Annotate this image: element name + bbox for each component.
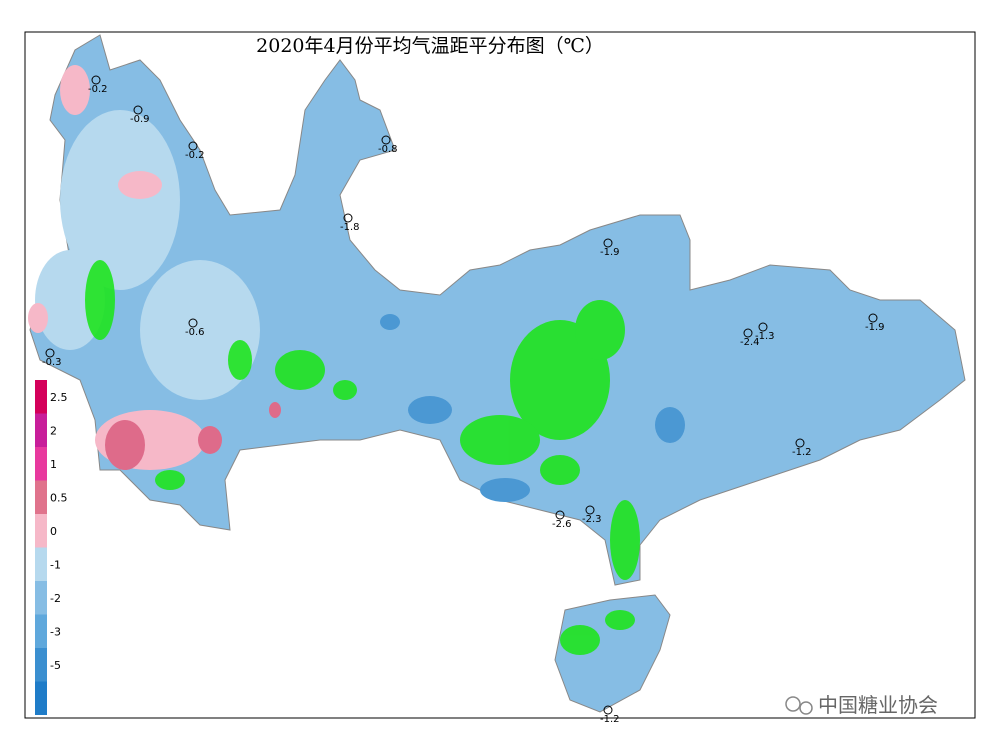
station-marker bbox=[91, 75, 101, 85]
mainland-region bbox=[29, 34, 966, 586]
legend-swatch bbox=[35, 614, 47, 648]
station-value: -1.9 bbox=[865, 322, 885, 333]
legend-label: -3 bbox=[50, 625, 61, 638]
station-marker bbox=[743, 328, 753, 338]
station-value: -0.9 bbox=[130, 114, 150, 125]
station-marker bbox=[188, 141, 198, 151]
station-value: -1.2 bbox=[600, 714, 620, 725]
legend-label: 0 bbox=[50, 525, 57, 538]
legend: 2.5 2 1 0.5 0 -1 -2 -3 -5 bbox=[35, 380, 68, 715]
station-marker bbox=[868, 313, 878, 323]
frame bbox=[24, 31, 976, 719]
station-marker bbox=[45, 348, 55, 358]
station-marker bbox=[603, 705, 613, 715]
watermark: 中国糖业协会 bbox=[818, 693, 938, 717]
station-value: -0.2 bbox=[88, 84, 108, 95]
map-title: 2020年4月份平均气温距平分布图（℃） bbox=[256, 35, 604, 57]
station-marker bbox=[343, 213, 353, 223]
warm-zones bbox=[28, 65, 281, 470]
station-value: -2.3 bbox=[582, 514, 602, 525]
station-marker bbox=[555, 510, 565, 520]
legend-label: -5 bbox=[50, 659, 61, 672]
legend-label: 1 bbox=[50, 458, 57, 471]
station-value: -0.8 bbox=[378, 144, 398, 155]
legend-label: 0.5 bbox=[50, 491, 68, 504]
station-value: -0.3 bbox=[42, 357, 62, 368]
station-marker bbox=[758, 322, 768, 332]
legend-swatch bbox=[35, 380, 47, 414]
legend-swatch bbox=[35, 447, 47, 481]
legend-label: -1 bbox=[50, 558, 61, 571]
legend-swatch bbox=[35, 681, 47, 715]
station-value: -0.6 bbox=[185, 327, 205, 338]
station-marker bbox=[133, 105, 143, 115]
station-marker bbox=[603, 238, 613, 248]
station-value: -2.6 bbox=[552, 519, 572, 530]
station-marker bbox=[188, 318, 198, 328]
station-marker bbox=[381, 135, 391, 145]
hainan-region bbox=[554, 594, 671, 713]
watermark-icon bbox=[785, 696, 813, 715]
station-value: -0.2 bbox=[185, 150, 205, 161]
station-marker bbox=[795, 438, 805, 448]
legend-label: 2.5 bbox=[50, 391, 68, 404]
legend-swatch bbox=[35, 547, 47, 581]
legend-label: 2 bbox=[50, 424, 57, 437]
station-value: -1.9 bbox=[600, 247, 620, 258]
green-zones bbox=[85, 260, 640, 655]
legend-label: -2 bbox=[50, 592, 61, 605]
station-value: -2.4 bbox=[740, 337, 760, 348]
legend-swatch bbox=[35, 648, 47, 682]
legend-swatch bbox=[35, 413, 47, 447]
legend-swatch bbox=[35, 514, 47, 548]
legend-swatch bbox=[35, 480, 47, 514]
dark-zones bbox=[380, 314, 685, 502]
station-marker bbox=[585, 505, 595, 515]
station-value: -1.2 bbox=[792, 447, 812, 458]
legend-swatch bbox=[35, 581, 47, 615]
station-value: -1.8 bbox=[340, 222, 360, 233]
station-value: -1.3 bbox=[755, 331, 775, 342]
stations: -0.2 -0.9 -0.2 -0.8 -1.8 -2.3 -2.6 -1.2 -1.9 -2.4… bbox=[42, 75, 885, 725]
